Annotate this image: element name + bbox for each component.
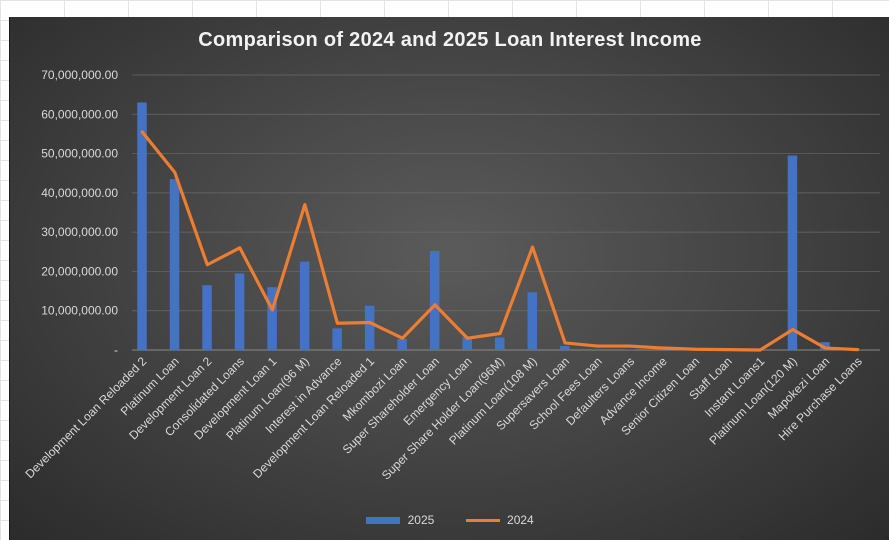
legend-item-2025: 2025 xyxy=(366,513,434,527)
bar-platinum-loan-120-m xyxy=(787,155,798,350)
bar-platinum-loan-108-m xyxy=(527,292,538,350)
chart-plot: - 10,000,000.00 20,000,000.00 30,000,000.00… xyxy=(22,68,880,483)
chart-title: Comparison of 2024 and 2025 Loan Interes… xyxy=(198,29,702,51)
bar-super-share-holder-loan-96m xyxy=(495,337,505,350)
legend-swatch-2025 xyxy=(366,517,401,525)
bar-development-loan-2 xyxy=(202,285,212,350)
bar-interest-in-advance xyxy=(332,328,342,350)
y-tick-label: 70,000,000.00 xyxy=(41,68,118,82)
bar-supersavers-loan xyxy=(560,346,570,350)
bar-consolidated-loans xyxy=(234,273,245,350)
legend-swatch-2024 xyxy=(465,519,500,523)
bar-platinum-loan-96-m xyxy=(299,261,310,350)
bar-super-shareholder-loan xyxy=(429,251,440,350)
y-tick-label: - xyxy=(114,343,118,357)
y-tick-label: 20,000,000.00 xyxy=(41,264,118,278)
bar-platinum-loan xyxy=(169,179,180,350)
bar-development-loan-reloaded-1 xyxy=(364,305,375,350)
y-tick-label: 30,000,000.00 xyxy=(41,225,118,239)
y-tick-label: 10,000,000.00 xyxy=(41,304,118,318)
chart-legend: 2025 2024 xyxy=(10,513,889,527)
legend-label-2024: 2024 xyxy=(507,513,534,527)
line-series-2024 xyxy=(140,130,860,352)
bar-school-fees-loan xyxy=(592,349,603,350)
bar-mkombozi-loan xyxy=(397,339,407,350)
y-tick-label: 50,000,000.00 xyxy=(41,147,118,161)
chart-area[interactable]: Comparison of 2024 and 2025 Loan Interes… xyxy=(9,17,889,540)
x-tick-label: Development Loan Reloaded 2 xyxy=(22,354,149,481)
y-tick-label: 40,000,000.00 xyxy=(41,186,118,200)
legend-item-2024: 2024 xyxy=(465,513,534,527)
bar-development-loan-reloaded-2 xyxy=(137,102,147,350)
y-tick-label: 60,000,000.00 xyxy=(41,107,118,121)
bar-emergency-loan xyxy=(462,337,472,350)
bar-development-loan-1 xyxy=(267,287,277,350)
bar-defaulters-loans xyxy=(625,349,635,350)
legend-label-2025: 2025 xyxy=(407,513,435,527)
